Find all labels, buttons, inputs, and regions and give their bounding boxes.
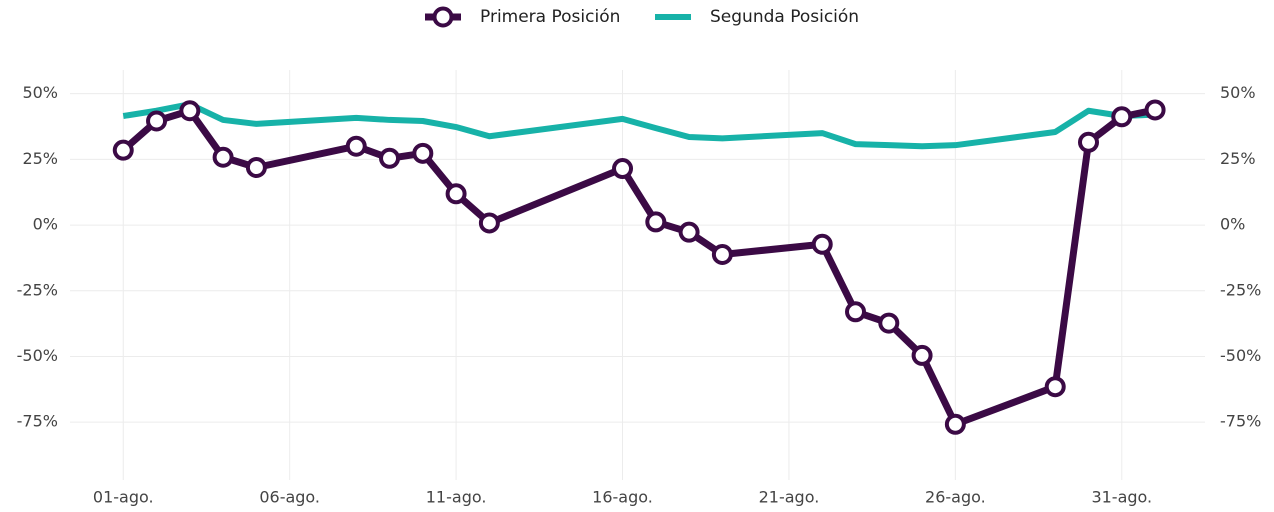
point-marker	[645, 211, 667, 233]
point-marker	[112, 139, 134, 161]
point-marker	[878, 312, 900, 334]
point-marker	[212, 146, 234, 168]
x-tick-label: 31-ago.	[1091, 488, 1152, 507]
y-tick-label: 25%	[22, 149, 58, 168]
point-marker	[1044, 376, 1066, 398]
y2-tick-label: -25%	[1220, 280, 1261, 299]
x-tick-label: 26-ago.	[925, 488, 986, 507]
x-tick-label: 16-ago.	[592, 488, 653, 507]
series-line	[122, 101, 1156, 150]
point-marker	[1144, 99, 1166, 121]
point-marker	[1078, 131, 1100, 153]
legend-text: Segunda Posición	[710, 7, 859, 27]
y2-tick-label: 50%	[1220, 83, 1256, 102]
y-tick-label: -75%	[17, 412, 58, 431]
point-marker	[245, 157, 267, 179]
x-tick-label: 21-ago.	[759, 488, 820, 507]
x-tick-label: 11-ago.	[426, 488, 487, 507]
legend-marker	[432, 6, 454, 28]
point-marker	[1111, 106, 1133, 128]
point-marker	[911, 344, 933, 366]
point-marker	[379, 147, 401, 169]
y-tick-label: 0%	[33, 215, 58, 234]
series-line	[120, 106, 1156, 428]
y-tick-label: 50%	[22, 83, 58, 102]
x-tick-label: 01-ago.	[93, 488, 154, 507]
point-marker	[478, 212, 500, 234]
x-tick-label: 06-ago.	[259, 488, 320, 507]
y2-tick-label: 0%	[1220, 215, 1245, 234]
y2-tick-label: -50%	[1220, 346, 1261, 365]
point-marker	[612, 158, 634, 180]
point-marker	[179, 100, 201, 122]
point-marker	[944, 413, 966, 435]
point-marker	[345, 135, 367, 157]
point-marker	[412, 142, 434, 164]
point-marker	[845, 301, 867, 323]
y2-tick-label: -75%	[1220, 412, 1261, 431]
point-marker	[711, 244, 733, 265]
y2-tick-label: 25%	[1220, 149, 1256, 168]
point-marker	[445, 183, 467, 205]
point-marker	[678, 221, 700, 243]
point-marker	[146, 110, 168, 132]
point-marker	[811, 233, 833, 255]
y-tick-label: -50%	[17, 346, 58, 365]
y-tick-label: -25%	[17, 280, 58, 299]
legend-text: Primera Posición	[480, 7, 620, 27]
